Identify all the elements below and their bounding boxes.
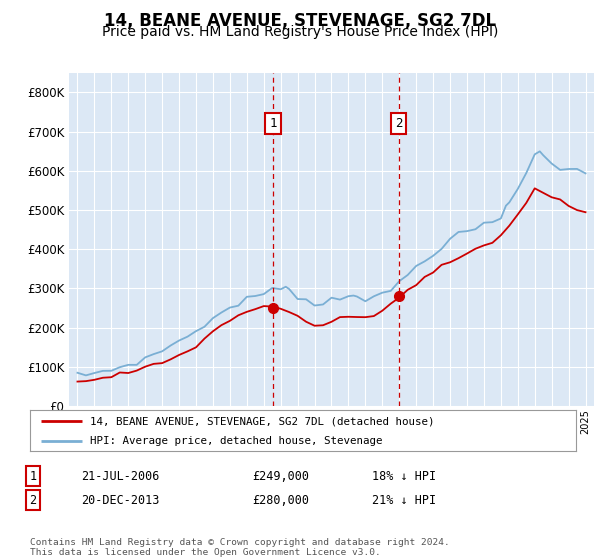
- Text: 1: 1: [269, 117, 277, 130]
- Text: Contains HM Land Registry data © Crown copyright and database right 2024.
This d: Contains HM Land Registry data © Crown c…: [30, 538, 450, 557]
- Text: £280,000: £280,000: [252, 493, 309, 507]
- Text: 18% ↓ HPI: 18% ↓ HPI: [372, 469, 436, 483]
- Text: Price paid vs. HM Land Registry's House Price Index (HPI): Price paid vs. HM Land Registry's House …: [102, 25, 498, 39]
- Text: 14, BEANE AVENUE, STEVENAGE, SG2 7DL: 14, BEANE AVENUE, STEVENAGE, SG2 7DL: [104, 12, 496, 30]
- Text: HPI: Average price, detached house, Stevenage: HPI: Average price, detached house, Stev…: [90, 436, 383, 446]
- Text: 2: 2: [29, 493, 37, 507]
- Text: 21% ↓ HPI: 21% ↓ HPI: [372, 493, 436, 507]
- Text: 14, BEANE AVENUE, STEVENAGE, SG2 7DL (detached house): 14, BEANE AVENUE, STEVENAGE, SG2 7DL (de…: [90, 417, 434, 426]
- Text: £249,000: £249,000: [252, 469, 309, 483]
- Text: 21-JUL-2006: 21-JUL-2006: [81, 469, 160, 483]
- Text: 1: 1: [29, 469, 37, 483]
- Text: 20-DEC-2013: 20-DEC-2013: [81, 493, 160, 507]
- Text: 2: 2: [395, 117, 403, 130]
